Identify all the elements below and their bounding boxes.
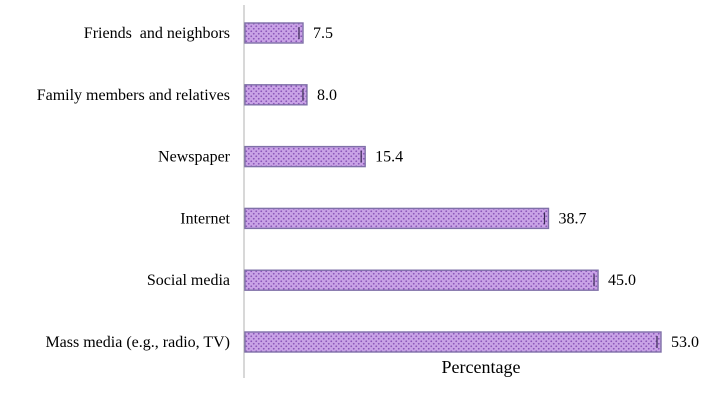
bar <box>244 331 662 353</box>
category-label: Mass media (e.g., radio, TV) <box>45 334 230 351</box>
category-label: Social media <box>147 272 230 289</box>
bars-group: Friends and neighbors 7.5 Family members a… <box>37 22 699 353</box>
bar <box>244 145 366 168</box>
value-label: 38.7 <box>558 210 586 227</box>
bar <box>244 22 304 44</box>
category-label: Friends and neighbors <box>84 25 230 42</box>
value-label: 8.0 <box>317 87 337 104</box>
category-label: Family members and relatives <box>37 87 230 104</box>
bar <box>244 269 599 291</box>
bar <box>244 207 550 230</box>
value-label: 7.5 <box>313 25 333 42</box>
value-label: 45.0 <box>608 272 636 289</box>
category-label: Newspaper <box>158 149 231 166</box>
bar <box>244 84 308 106</box>
value-label: 15.4 <box>375 149 403 166</box>
category-label: Internet <box>180 210 230 227</box>
x-axis-title: Percentage <box>442 357 521 377</box>
value-label: 53.0 <box>671 334 699 351</box>
